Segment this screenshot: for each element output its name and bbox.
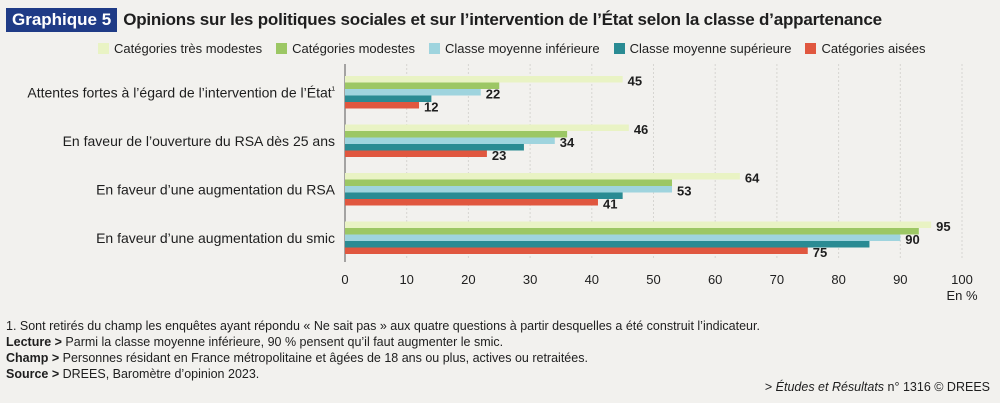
credit-publication: Études et Résultats [775,380,885,394]
source-note: Source > DREES, Baromètre d’opinion 2023… [6,366,760,382]
bar [345,144,524,151]
data-label: 45 [628,74,642,89]
figure-badge: Graphique 5 [6,8,118,32]
credit-prefix: > [764,380,776,394]
category-label: En faveur de l’ouverture du RSA dès 25 a… [63,133,335,149]
legend-label: Catégories aisées [821,41,926,56]
legend-item: Catégories modestes [276,41,415,56]
legend-label: Classe moyenne inférieure [444,41,600,56]
category-label: Attentes fortes à l’égard de l’intervent… [27,84,335,100]
bar [345,179,673,186]
chart-header: Graphique 5 Opinions sur les politiques … [6,8,882,32]
legend-label: Catégories très modestes [114,41,263,56]
x-tick-label: 30 [523,272,537,287]
bar [345,241,870,248]
legend-swatch [428,43,440,54]
x-tick-label: 70 [770,272,784,287]
bar [345,192,623,199]
x-tick-label: 0 [341,272,348,287]
bar [345,124,629,131]
data-label: 23 [492,148,506,163]
category-label: En faveur d’une augmentation du RSA [96,181,336,197]
bar [345,76,623,83]
chart-legend: Catégories très modestes Catégories modes… [98,41,926,56]
champ-text: Personnes résidant en France métropolita… [59,351,588,365]
data-label: 64 [745,171,760,186]
data-label: 41 [603,197,617,212]
bar [345,199,598,206]
data-label: 46 [634,122,648,137]
x-tick-label: 100 [951,272,973,287]
lecture-note: Lecture > Parmi la classe moyenne inféri… [6,334,760,350]
legend-label: Catégories modestes [292,41,415,56]
x-tick-label: 10 [399,272,413,287]
x-axis-label: En % [946,288,978,303]
x-tick-label: 20 [461,272,475,287]
legend-item: Catégories aisées [805,41,926,56]
data-label: 34 [560,135,575,150]
legend-label: Classe moyenne supérieure [629,41,792,56]
legend-swatch [805,43,817,54]
legend-item: Classe moyenne inférieure [428,41,600,56]
legend-swatch [98,43,109,54]
bar [345,82,500,89]
category-label: En faveur d’une augmentation du smic [96,230,335,246]
legend-item: Catégories très modestes [98,41,262,56]
bar [345,137,555,144]
lecture-label: Lecture > [6,335,62,349]
bar [345,234,901,241]
chart-notes: 1. Sont retirés du champ les enquêtes ay… [6,318,760,382]
bar [345,89,481,96]
x-tick-label: 60 [708,272,722,287]
champ-label: Champ > [6,351,60,365]
champ-note: Champ > Personnes résidant en France mét… [6,350,760,366]
x-tick-label: 50 [646,272,660,287]
source-label: Source > [6,367,60,381]
source-text: DREES, Baromètre d’opinion 2023. [59,367,260,381]
data-label: 90 [905,232,919,247]
credit-suffix: n° 1316 © DREES [884,380,990,394]
bar [345,95,432,102]
chart-title: Opinions sur les politiques sociales et … [123,10,882,29]
x-tick-label: 80 [831,272,845,287]
data-label: 95 [936,219,950,234]
legend-item: Classe moyenne supérieure [613,41,792,56]
publication-credit: > Études et Résultats n° 1316 © DREES [765,380,990,394]
bar [345,102,420,109]
bar [345,186,673,193]
legend-swatch [276,43,288,54]
bar [345,173,740,180]
bar [345,221,932,228]
lecture-text: Parmi la classe moyenne inférieure, 90 %… [61,335,504,349]
bar [345,247,808,254]
footnote: 1. Sont retirés du champ les enquêtes ay… [6,319,760,333]
data-label: 22 [486,87,500,102]
bar [345,150,487,157]
data-label: 12 [424,100,438,115]
x-tick-label: 90 [893,272,907,287]
bar [345,228,919,235]
x-tick-label: 40 [585,272,599,287]
legend-swatch [613,43,625,54]
data-label: 53 [677,184,691,199]
bar [345,131,568,138]
data-label: 75 [813,245,827,260]
